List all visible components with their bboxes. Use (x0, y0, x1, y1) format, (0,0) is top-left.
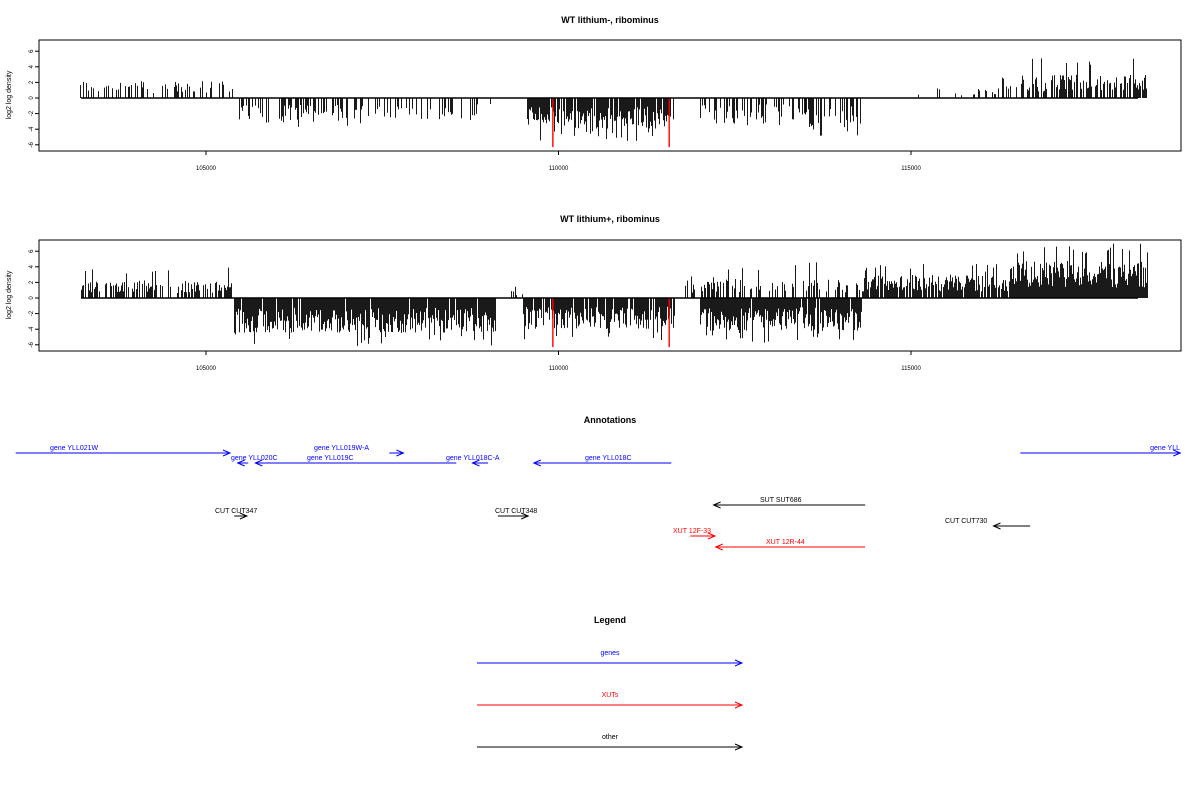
x-tick-label: 105000 (196, 366, 217, 372)
annotation-feature: SUT SUT686 (712, 497, 866, 509)
feature-label: SUT SUT686 (760, 497, 802, 504)
y-tick-label: -6 (29, 341, 35, 347)
feature-label: gene YLL019C (307, 455, 354, 462)
x-axis: 105000 110000 115000 (196, 151, 921, 172)
feature-arrowhead (520, 512, 530, 520)
density-bars (81, 243, 1148, 346)
legend-item: other (477, 734, 744, 751)
annotation-feature: gene YLL021W (15, 445, 232, 457)
x-tick-label: 110000 (549, 366, 569, 372)
feature-label: CUT CUT348 (495, 508, 537, 515)
legend-label: other (602, 734, 619, 741)
y-tick-label: -6 (29, 141, 35, 147)
density-bars (80, 58, 1147, 141)
feature-label: XUT 12F-33 (673, 528, 711, 535)
annotation-feature: gene YLL019C (254, 455, 457, 467)
feature-label: gene YLL018C-A (446, 455, 500, 462)
legend-arrowhead (734, 743, 744, 751)
annotation-feature: gene YLL020C (231, 455, 278, 467)
annotation-feature: gene YLL018C-A (446, 455, 500, 467)
annotation-feature: CUT CUT347 (215, 508, 257, 520)
legend-item: genes (477, 650, 744, 667)
feature-arrowhead (714, 543, 723, 551)
feature-label: CUT CUT730 (945, 518, 987, 525)
annotation-feature: CUT CUT348 (495, 508, 537, 520)
feature-arrowhead (396, 449, 405, 457)
y-tick-label: 4 (29, 64, 35, 68)
y-tick-label: 0 (29, 96, 35, 100)
y-axis: 6 4 2 0 -2 -4 -6 (29, 249, 40, 347)
feature-arrowhead (254, 459, 263, 467)
panel-title: WT lithium+, ribominus (560, 214, 660, 224)
legend-item: XUTs (477, 692, 744, 709)
panel-lithium-minus: WT lithium-, ribominus log2 log density … (6, 15, 1182, 172)
feature-arrowhead (222, 449, 232, 457)
legend-label: genes (600, 650, 620, 657)
y-tick-label: 0 (29, 296, 35, 300)
y-tick-label: -4 (29, 326, 35, 332)
y-tick-label: 4 (29, 264, 35, 268)
y-tick-label: -2 (29, 110, 35, 116)
feature-arrowhead (471, 459, 480, 467)
annotation-feature: gene YLL018C (532, 455, 672, 467)
panel-title: WT lithium-, ribominus (561, 15, 659, 25)
y-tick-label: 6 (29, 249, 35, 253)
feature-label: gene YLL018C (585, 455, 632, 462)
legend-items: genes XUTs other (477, 650, 744, 751)
legend-arrowhead (734, 701, 744, 709)
annotation-features: gene YLL021W gene YLL020C gene YLL019W-A ge… (15, 445, 1182, 551)
highlight-bars (552, 98, 670, 148)
y-tick-label: 2 (29, 280, 35, 284)
y-tick-label: -4 (29, 126, 35, 132)
annotation-feature: CUT CUT730 (945, 518, 1031, 530)
y-axis-label: log2 log density (6, 270, 13, 319)
y-axis-label: log2 log density (6, 70, 13, 119)
feature-label: CUT CUT347 (215, 508, 257, 515)
feature-arrowhead (239, 512, 249, 520)
x-tick-label: 115000 (901, 366, 921, 372)
legend-title: Legend (594, 615, 626, 625)
feature-label: gene YLL020C (231, 455, 278, 462)
feature-arrowhead (1173, 449, 1182, 457)
legend: Legend genes XUTs other (477, 615, 744, 751)
annotation-feature: XUT 12R-44 (714, 539, 866, 551)
feature-label: gene YLL021W (50, 445, 99, 452)
feature-arrowhead (707, 532, 717, 540)
feature-label: gene YLL (1150, 445, 1180, 452)
annotation-feature: gene YLL019W-A (314, 445, 405, 457)
annotation-feature: XUT 12F-33 (673, 528, 717, 540)
y-tick-label: 6 (29, 49, 35, 53)
y-tick-label: -2 (29, 310, 35, 316)
annotations-title: Annotations (584, 415, 637, 425)
feature-arrowhead (532, 459, 542, 467)
x-tick-label: 115000 (901, 166, 921, 172)
feature-arrowhead (712, 501, 721, 509)
feature-label: gene YLL019W-A (314, 445, 369, 452)
highlight-bars (552, 298, 670, 348)
feature-arrowhead (992, 522, 1001, 530)
x-axis: 105000 110000 115000 (196, 351, 921, 372)
y-axis: 6 4 2 0 -2 -4 -6 (29, 49, 40, 147)
legend-label: XUTs (602, 692, 619, 699)
panel-lithium-plus: WT lithium+, ribominus log2 log density … (6, 214, 1182, 372)
y-tick-label: 2 (29, 80, 35, 84)
x-tick-label: 110000 (549, 166, 569, 172)
legend-arrowhead (734, 659, 744, 667)
feature-label: XUT 12R-44 (766, 539, 805, 546)
feature-arrowhead (236, 459, 245, 467)
annotation-feature: gene YLL (1020, 445, 1182, 457)
x-tick-label: 105000 (196, 166, 217, 172)
